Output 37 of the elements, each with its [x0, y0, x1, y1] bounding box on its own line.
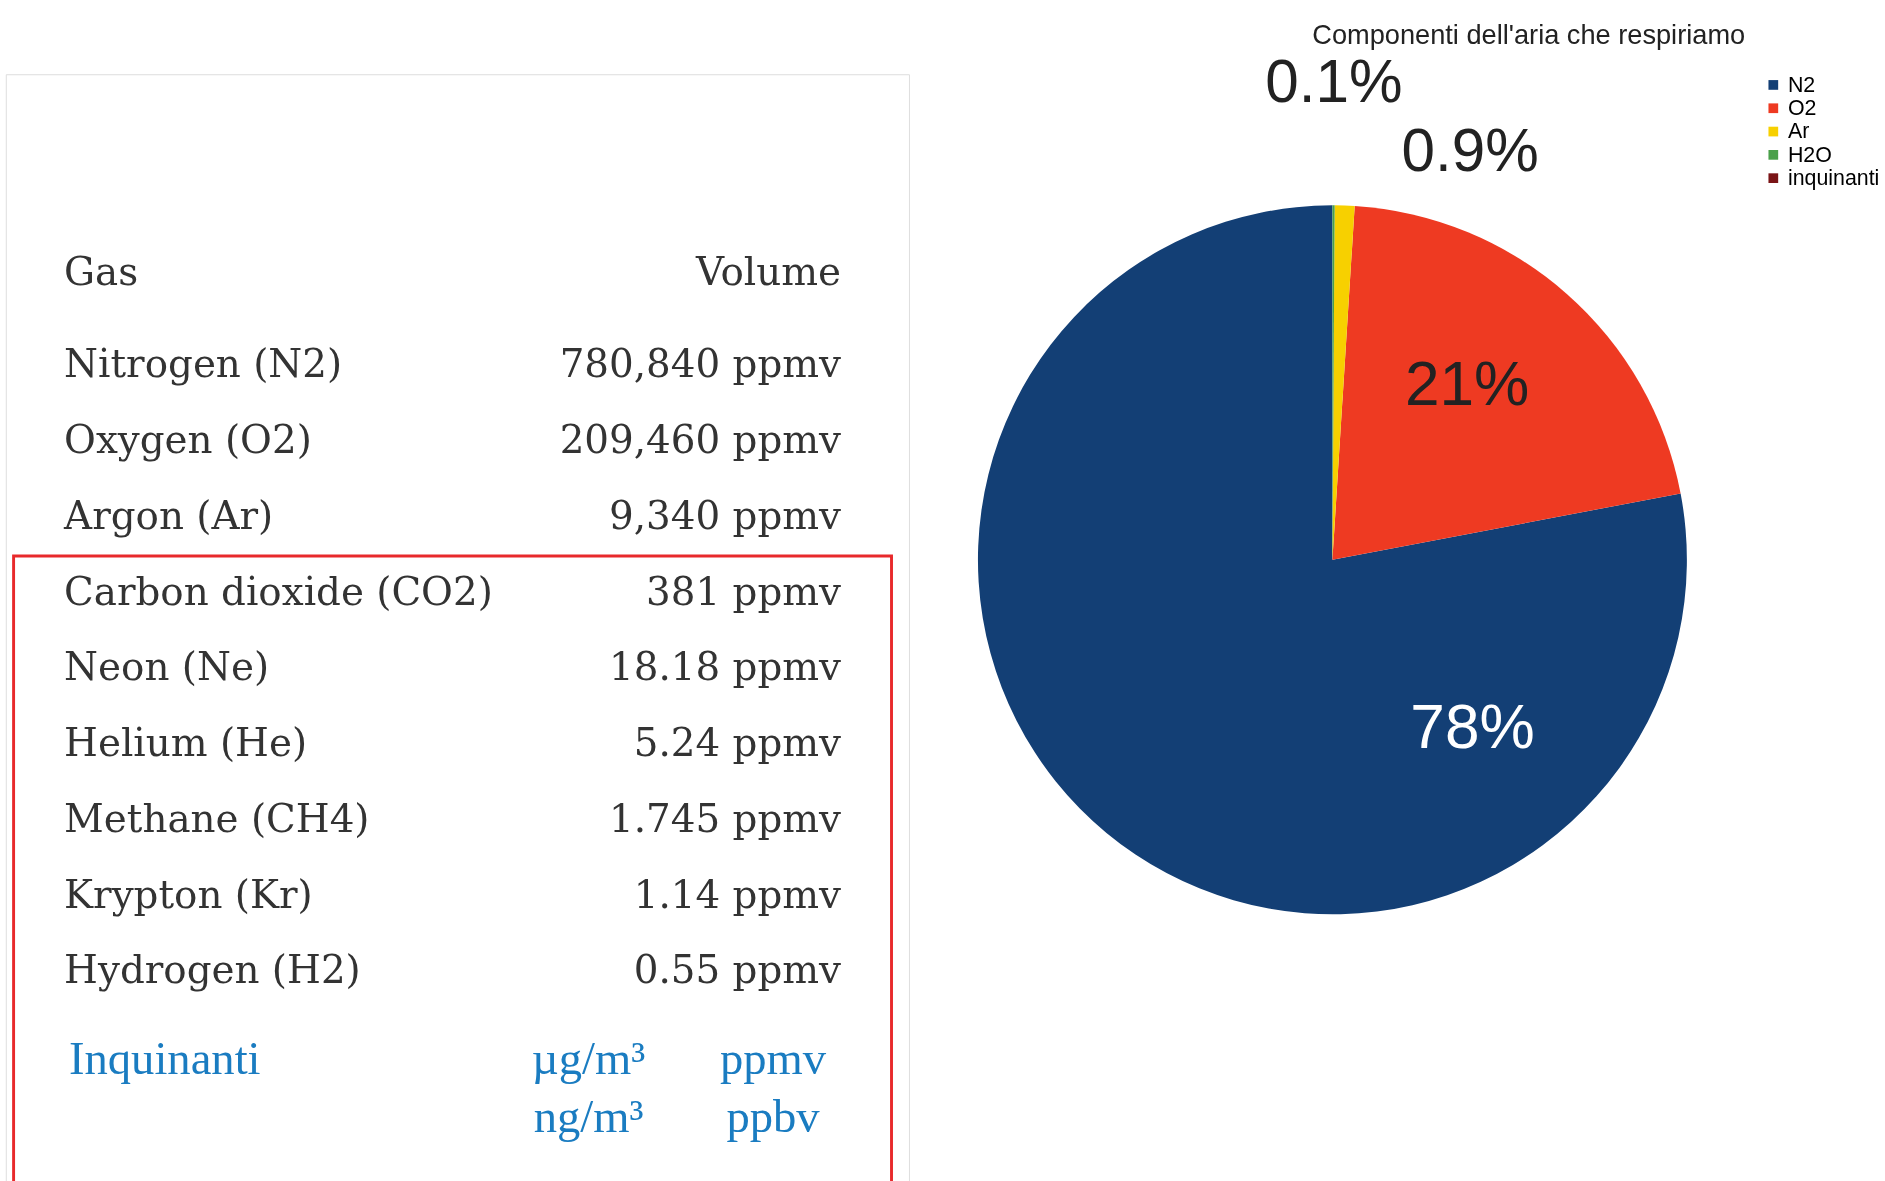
chart-title: Componenti dell'aria che respiriamo: [1312, 19, 1746, 51]
legend-label: Ar: [1787, 119, 1810, 144]
text: 780,840 ppmv: [559, 341, 842, 387]
text: 209,460 ppmv: [559, 417, 842, 463]
legend-label: inquinanti: [1787, 165, 1880, 190]
text: 381 ppmv: [646, 568, 842, 614]
text: Neon (Ne): [64, 644, 270, 690]
text: Carbon dioxide (CO2): [64, 568, 493, 614]
pie-slice: [978, 205, 1687, 914]
text: 9,340 ppmv: [609, 492, 842, 538]
text: Hydrogen (H2): [64, 947, 361, 993]
text: Inquinanti: [68, 1031, 261, 1084]
data-label: 0.9%: [1401, 115, 1539, 184]
text: Krypton (Kr): [64, 871, 313, 917]
text: Methane (CH4): [64, 795, 370, 841]
legend-label: N2: [1787, 72, 1816, 97]
text: Volume: [694, 249, 842, 294]
data-label: 21%: [1404, 348, 1530, 418]
pie-slice: [1332, 206, 1681, 560]
text: Helium (He): [64, 720, 308, 765]
text: ng/m³: [533, 1089, 644, 1142]
text: Gas: [64, 249, 139, 294]
text: µg/m³: [531, 1031, 646, 1084]
text: ppmv: [719, 1031, 827, 1084]
legend-label: O2: [1787, 96, 1817, 121]
pie-slice: [1332, 205, 1355, 560]
data-label: 78%: [1410, 691, 1535, 761]
text: ppbv: [726, 1089, 821, 1142]
legend-label: H2O: [1787, 142, 1832, 167]
text: 5.24 ppmv: [633, 720, 842, 765]
text: Oxygen (O2): [64, 417, 312, 463]
text: 1.14 ppmv: [633, 871, 842, 917]
text: Nitrogen (N2): [64, 341, 343, 387]
text: 1.745 ppmv: [609, 795, 842, 841]
text: 0.55 ppmv: [633, 947, 842, 993]
text: 18.18 ppmv: [609, 644, 842, 690]
text: Argon (Ar): [63, 492, 274, 538]
